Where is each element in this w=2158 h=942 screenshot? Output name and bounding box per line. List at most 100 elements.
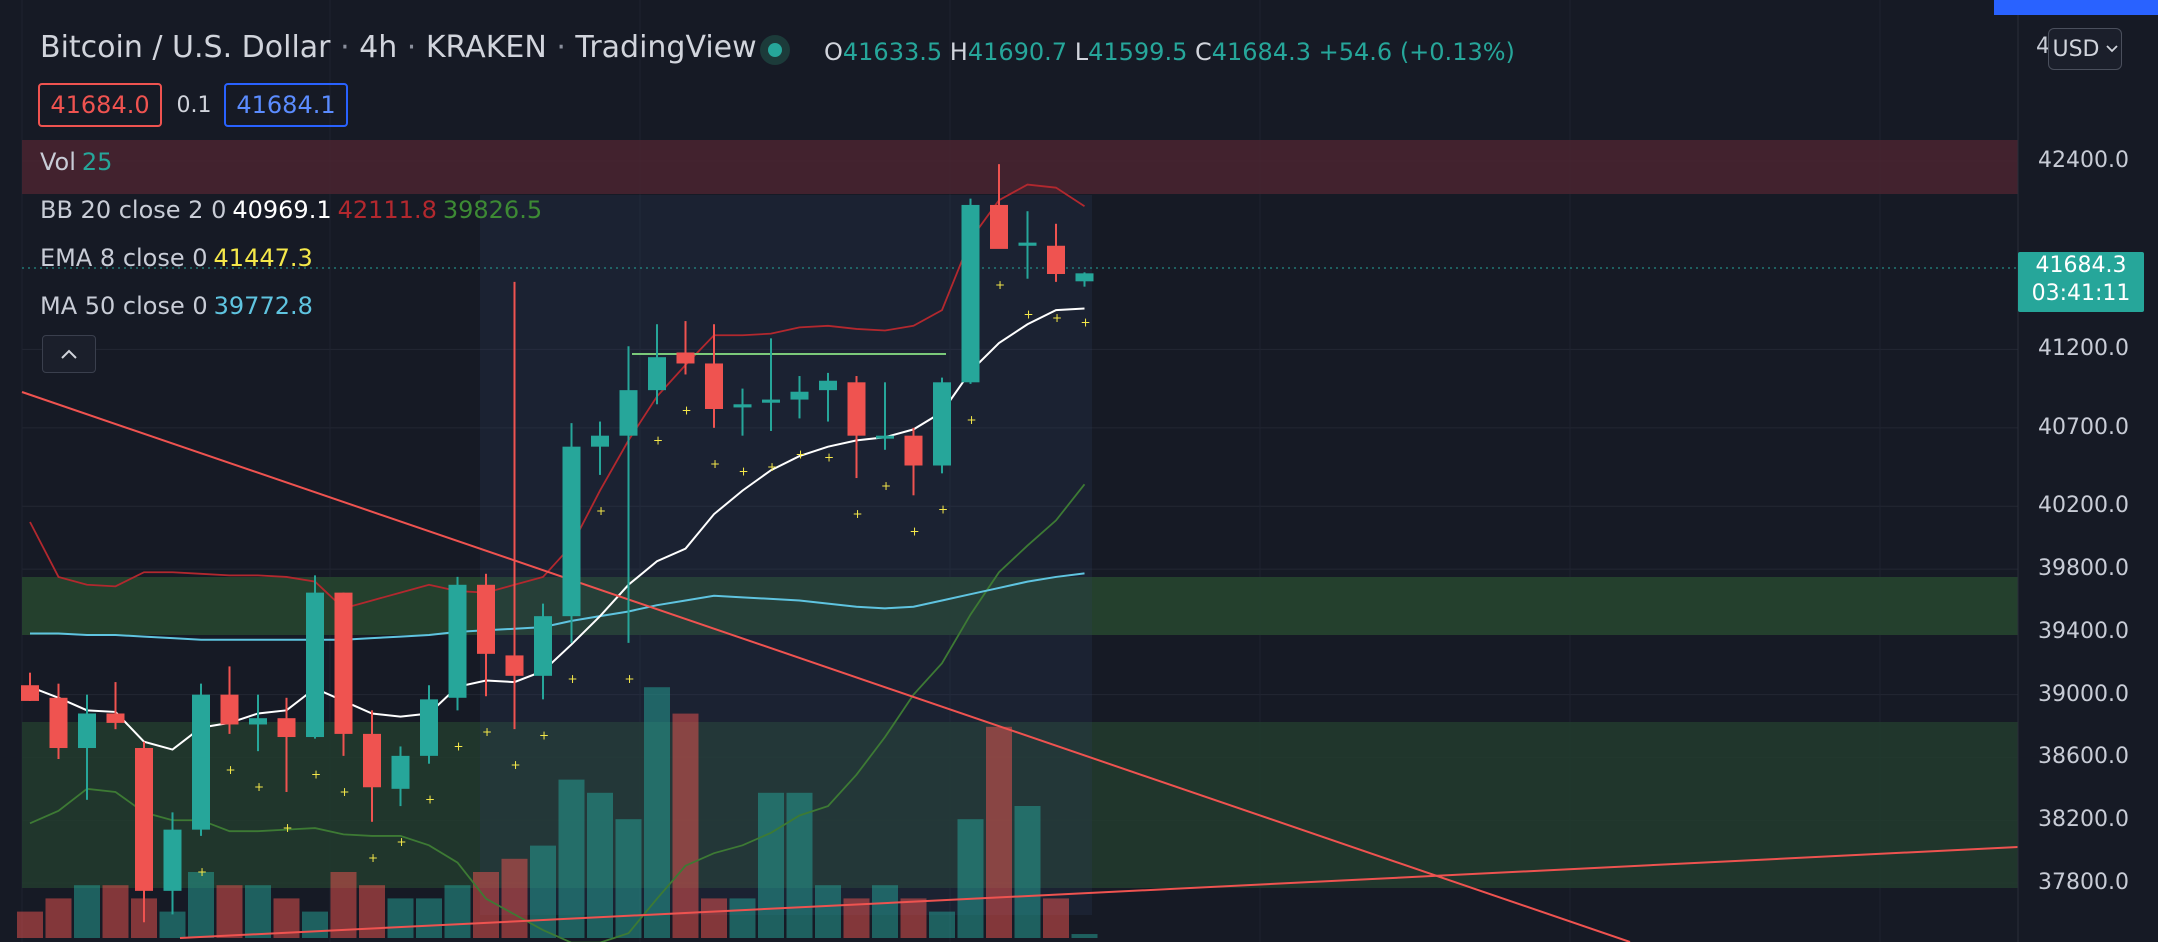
ma-line	[30, 572, 1085, 641]
signal-marker: +	[682, 403, 692, 417]
signal-marker: +	[1024, 308, 1034, 322]
candle-body	[277, 718, 296, 738]
volume-bar	[159, 911, 186, 938]
candle-body	[135, 748, 153, 891]
signal-marker: +	[197, 865, 207, 879]
volume-bar	[387, 898, 414, 938]
candle	[477, 573, 495, 697]
volume-bar	[815, 885, 841, 938]
vol-name: Vol	[40, 148, 76, 176]
candle	[933, 377, 951, 474]
candle	[163, 812, 182, 915]
candle	[648, 324, 666, 405]
volume-bar	[330, 872, 357, 938]
candle	[876, 382, 894, 450]
candle	[990, 164, 1008, 249]
candle	[106, 682, 125, 730]
signal-marker: +	[1052, 311, 1062, 325]
signal-marker: +	[425, 793, 435, 807]
top-accent-bar	[1994, 0, 2158, 15]
candle-body	[1075, 273, 1094, 282]
close-value: 41684.3	[1211, 38, 1311, 66]
volume-bar	[1014, 806, 1041, 938]
symbol-name: Bitcoin / U.S. Dollar	[40, 30, 331, 65]
interval-label: 4h	[359, 30, 398, 65]
candle-body	[334, 592, 353, 734]
volume-bar	[701, 898, 727, 938]
ema-value: 41447.3	[213, 244, 313, 272]
candle	[306, 575, 324, 739]
ohlc-legend: O41633.5 H41690.7 L41599.5 C41684.3 +54.…	[824, 38, 1515, 66]
candle-body	[847, 382, 866, 436]
last-price-value: 41684.3	[2035, 253, 2127, 278]
indicator-vol[interactable]: Vol 25	[40, 148, 112, 176]
signal-marker: +	[625, 672, 635, 686]
candle-body	[220, 694, 239, 725]
candle	[391, 746, 410, 807]
volume-bar	[729, 898, 756, 938]
bb-lower-value: 39826.5	[442, 196, 543, 224]
high-value: 41690.7	[967, 38, 1068, 66]
candle-body	[1047, 245, 1065, 275]
candle-body	[448, 584, 467, 698]
candle-body	[762, 399, 780, 403]
volume-bar	[530, 845, 556, 938]
currency-selector[interactable]: USD	[2048, 28, 2122, 70]
candle-body	[790, 391, 809, 400]
trendline-descending	[21, 391, 1631, 942]
price-axis-label: 37800.0	[2038, 870, 2129, 895]
market-status-icon[interactable]	[760, 35, 790, 65]
chevron-down-icon	[2105, 45, 2118, 53]
candle	[562, 423, 581, 643]
volume-bars	[17, 687, 1098, 938]
exchange-label: KRAKEN	[425, 30, 547, 65]
price-axis-label: 41200.0	[2038, 336, 2129, 362]
symbol-title[interactable]: Bitcoin / U.S. Dollar · 4h · KRAKEN · Tr…	[40, 30, 757, 65]
candle-body	[648, 357, 666, 391]
volume-bar	[188, 872, 214, 938]
price-axis-label: 39800.0	[2038, 556, 2129, 582]
candle	[1018, 211, 1037, 279]
candle	[676, 321, 695, 375]
candle	[961, 198, 980, 384]
candle-body	[477, 584, 495, 654]
volume-bar	[872, 885, 898, 938]
signal-marker: +	[568, 672, 578, 686]
volume-bar	[45, 898, 72, 938]
indicator-ma[interactable]: MA 50 close 0 39772.8	[40, 292, 313, 320]
indicator-ema[interactable]: EMA 8 close 0 41447.3	[40, 244, 313, 272]
candle	[819, 372, 837, 422]
candle	[135, 741, 153, 923]
low-label: L	[1074, 38, 1089, 66]
source-label: TradingView	[575, 30, 757, 65]
volume-bar	[587, 792, 613, 938]
bb-basis-value: 40969.1	[232, 196, 332, 224]
candle	[591, 421, 609, 475]
volume-bar	[786, 792, 813, 938]
candle	[277, 697, 296, 792]
price-axis-label: 40200.0	[2038, 493, 2129, 519]
candle-body	[904, 435, 923, 466]
collapse-legend-button[interactable]	[42, 335, 96, 373]
candle	[1075, 272, 1094, 287]
open-label: O	[824, 38, 843, 66]
sell-button[interactable]: 41684.0	[38, 83, 162, 127]
volume-bar	[672, 713, 699, 938]
candle-body	[819, 380, 837, 391]
indicator-bb[interactable]: BB 20 close 2 0 40969.1 42111.8 39826.5	[40, 196, 542, 224]
candle	[847, 376, 866, 479]
low-value: 41599.5	[1088, 38, 1188, 66]
candle-body	[591, 435, 609, 447]
candle-body	[676, 352, 695, 364]
candle	[420, 685, 438, 764]
volume-bar	[900, 898, 927, 938]
vol-value: 25	[81, 148, 113, 176]
buy-button[interactable]: 41684.1	[224, 83, 348, 127]
signal-marker: +	[340, 785, 350, 799]
candle-body	[876, 435, 894, 439]
open-value: 41633.5	[842, 38, 943, 66]
candle-body	[1018, 242, 1037, 246]
change-value: +54.6 (+0.13%)	[1318, 38, 1515, 66]
volume-bar	[986, 726, 1012, 938]
